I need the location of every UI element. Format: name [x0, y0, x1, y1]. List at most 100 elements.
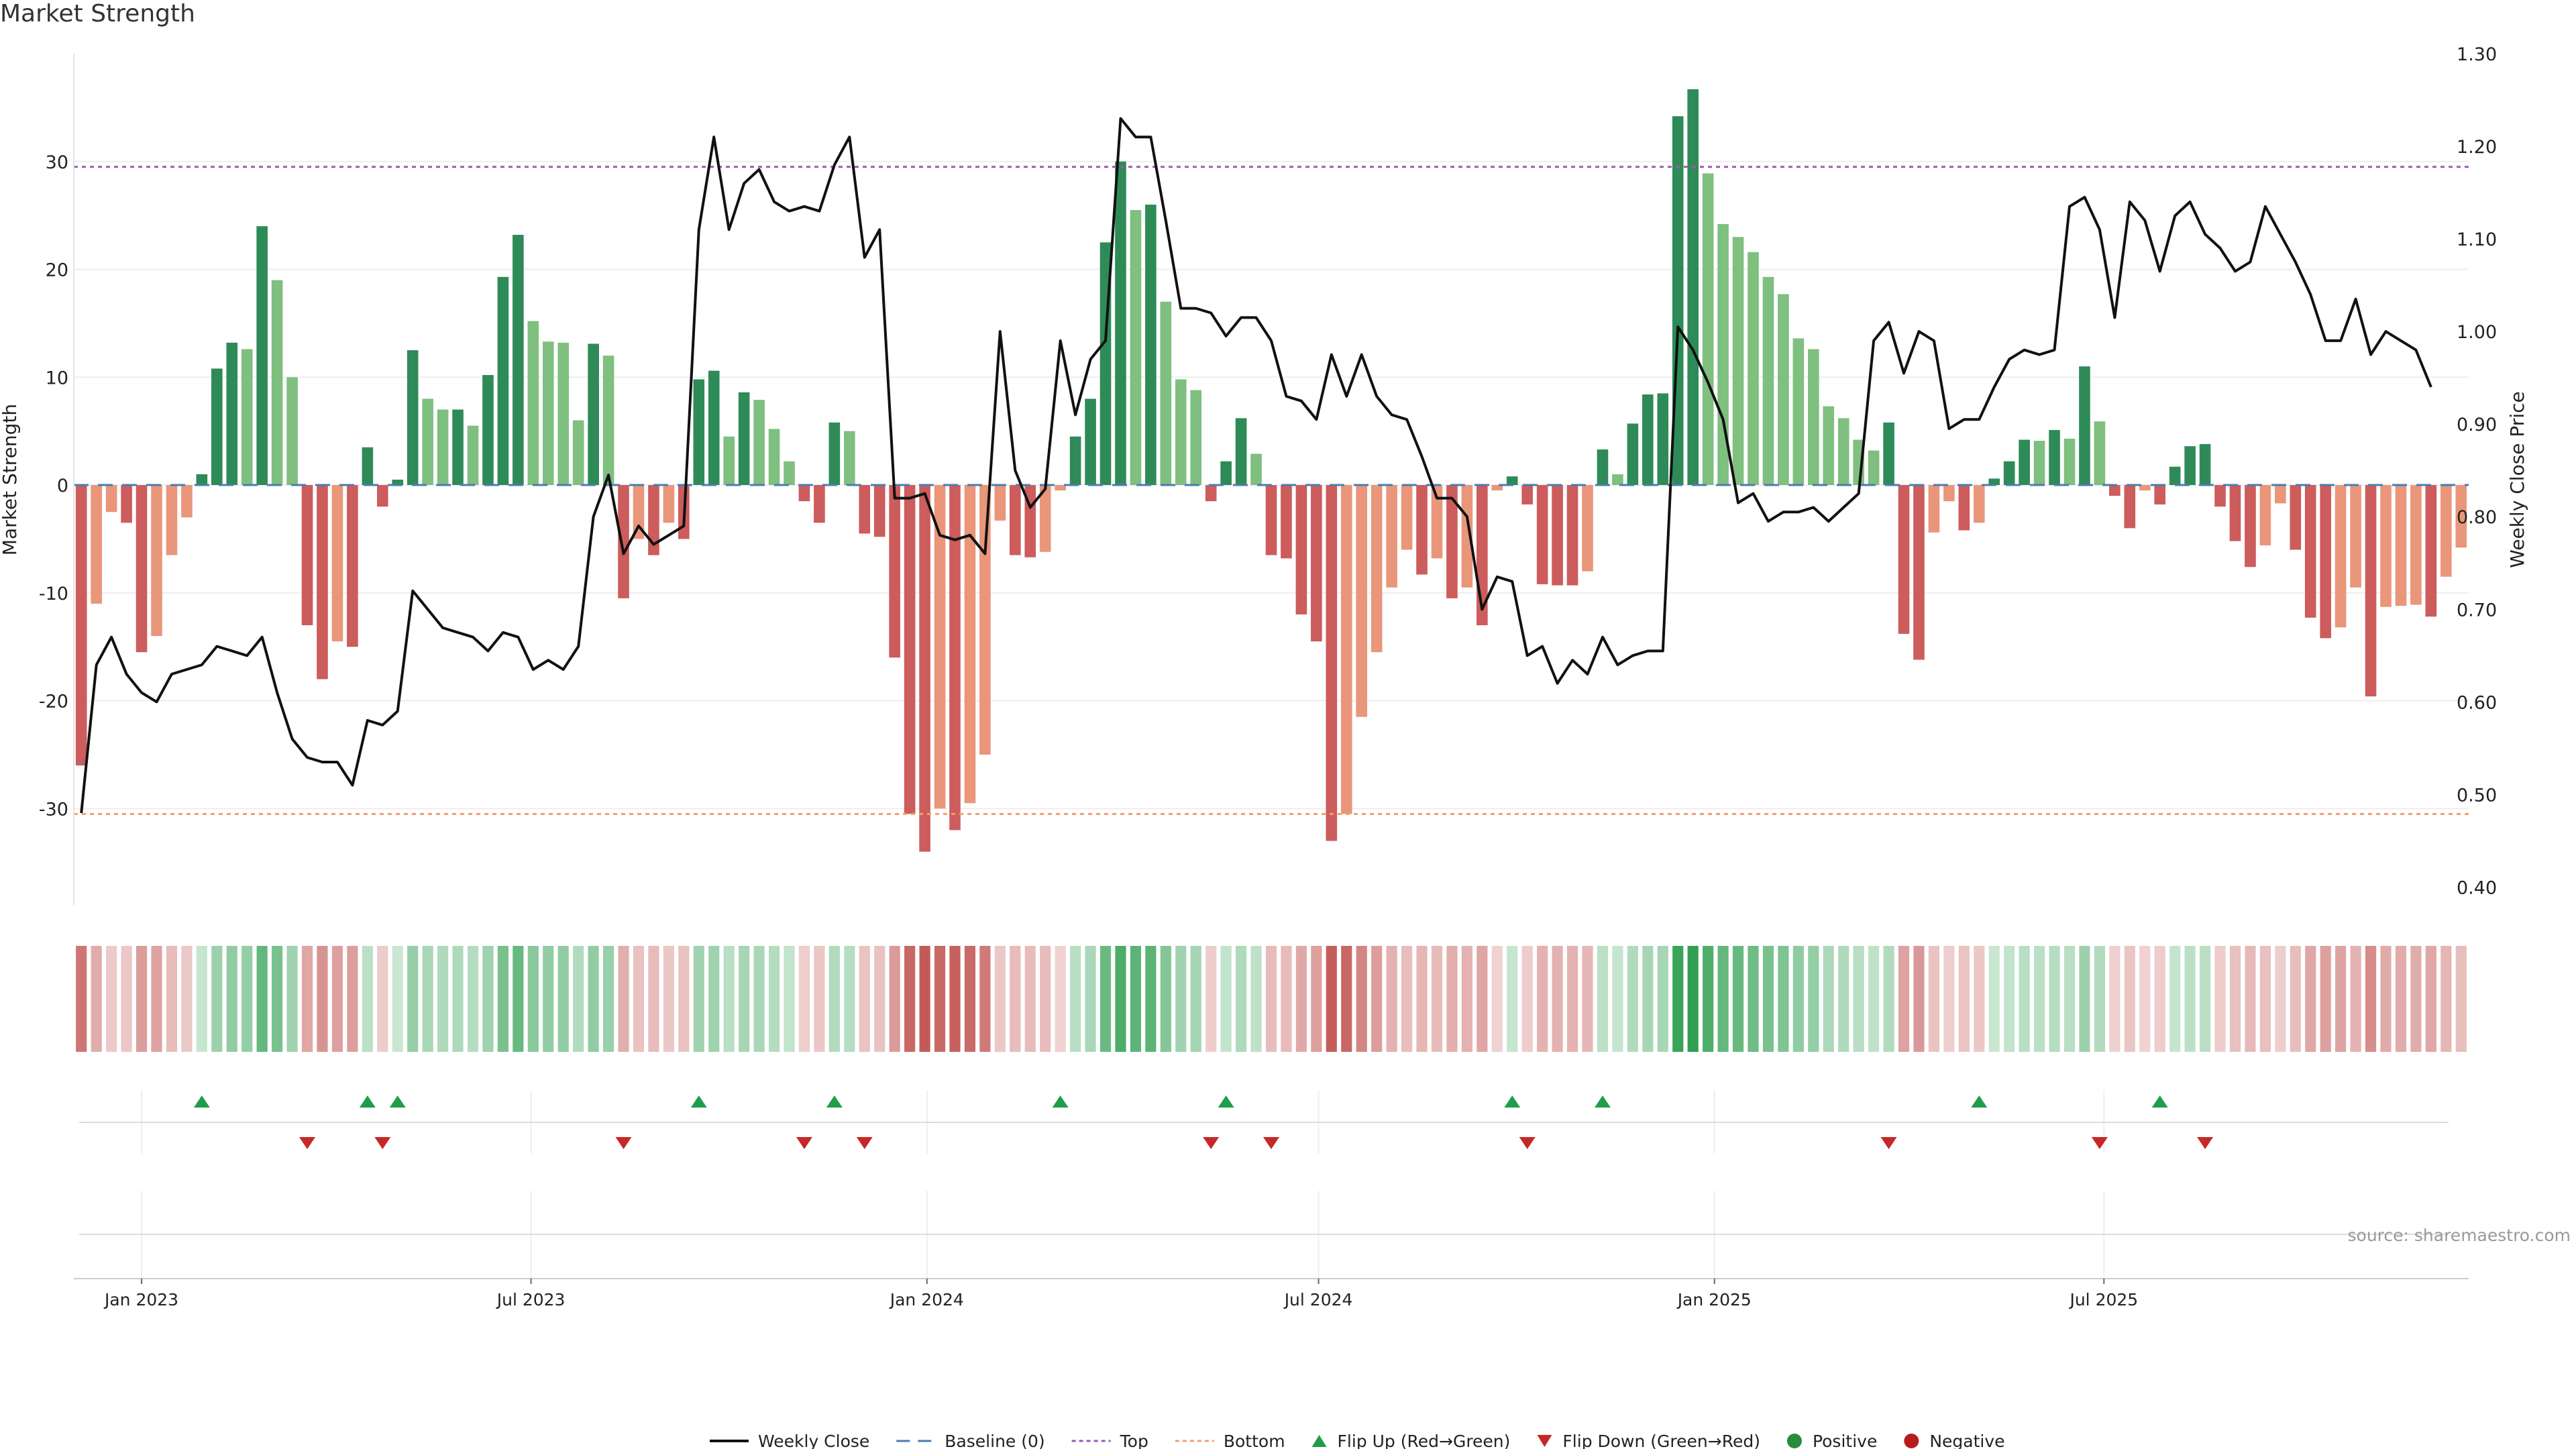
- heat-cell: [784, 946, 795, 1052]
- heat-cell: [588, 946, 599, 1052]
- strength-bar: [994, 485, 1006, 521]
- strength-bar: [331, 485, 343, 642]
- y-tick-label-left: 10: [46, 368, 68, 388]
- heat-cell: [1537, 946, 1548, 1052]
- heat-cell: [181, 946, 193, 1052]
- flip-down-marker: [796, 1137, 812, 1149]
- heat-cell: [739, 946, 750, 1052]
- heat-cell: [1823, 946, 1834, 1052]
- strength-bar: [708, 370, 720, 486]
- heat-cell: [2335, 946, 2347, 1052]
- strength-bar: [1190, 390, 1202, 486]
- strength-bar: [1205, 485, 1217, 502]
- heat-cell: [362, 946, 373, 1052]
- heat-cell: [1070, 946, 1081, 1052]
- heat-cell: [602, 946, 614, 1052]
- strength-bar: [136, 485, 148, 653]
- heat-cell: [211, 946, 223, 1052]
- x-tick-label: Jul 2023: [496, 1290, 566, 1309]
- heat-cell: [2290, 946, 2301, 1052]
- heat-cell: [527, 946, 539, 1052]
- heat-cell: [2275, 946, 2286, 1052]
- heat-cell: [2109, 946, 2121, 1052]
- strength-bar: [2320, 485, 2332, 639]
- y-axis-label-left: Market Strength: [0, 404, 21, 555]
- legend-item: Weekly Close: [710, 1432, 869, 1449]
- strength-bar: [964, 485, 976, 804]
- strength-bar: [738, 392, 750, 486]
- strength-bar: [226, 342, 238, 486]
- strength-bar: [828, 422, 841, 486]
- heat-cell: [166, 946, 178, 1052]
- strength-bar: [2455, 485, 2467, 548]
- heat-cell: [1341, 946, 1352, 1052]
- strength-bar: [1582, 485, 1593, 572]
- heat-cell: [798, 946, 810, 1052]
- strength-bar: [1612, 474, 1623, 486]
- strength-bar: [648, 485, 659, 555]
- strength-bar: [2440, 485, 2452, 577]
- strength-bar: [618, 485, 629, 598]
- heat-cell: [1311, 946, 1322, 1052]
- heat-cell: [2305, 946, 2316, 1052]
- flip-up-marker: [2151, 1095, 2168, 1108]
- heat-cell: [121, 946, 132, 1052]
- legend-item: Flip Down (Green→Red): [1537, 1432, 1760, 1449]
- strength-bar: [527, 321, 539, 486]
- strength-bar: [2425, 485, 2437, 617]
- legend-label: Weekly Close: [758, 1432, 869, 1449]
- heat-cell: [663, 946, 674, 1052]
- heat-cell: [2049, 946, 2060, 1052]
- heat-cell: [1220, 946, 1232, 1052]
- strength-bar: [1491, 485, 1503, 491]
- strength-bar: [1566, 485, 1578, 586]
- strength-bar: [2229, 485, 2241, 541]
- strength-bar: [1928, 485, 1940, 533]
- legend-label: Flip Down (Green→Red): [1562, 1432, 1760, 1449]
- heat-cell: [828, 946, 840, 1052]
- strength-bar: [2063, 438, 2076, 486]
- strength-bar: [1311, 485, 1322, 642]
- strength-bar: [2334, 485, 2347, 628]
- heat-cell: [2229, 946, 2241, 1052]
- heat-cell: [76, 946, 87, 1052]
- heat-cell: [1657, 946, 1668, 1052]
- heat-cell: [934, 946, 946, 1052]
- heat-cell: [2410, 946, 2422, 1052]
- flip-up-marker: [389, 1095, 406, 1108]
- strength-bar: [1792, 338, 1805, 486]
- heat-cell: [1281, 946, 1292, 1052]
- strength-bar: [392, 480, 404, 486]
- strength-bar: [1536, 485, 1548, 584]
- y-tick-label-right: 1.00: [2457, 322, 2497, 343]
- legend-label: Baseline (0): [945, 1432, 1044, 1449]
- y-tick-label-right: 1.20: [2457, 137, 2497, 158]
- strength-bar: [1461, 485, 1473, 588]
- strength-bar: [2245, 485, 2256, 568]
- y-tick-label-right: 0.40: [2457, 877, 2497, 898]
- strength-bar: [151, 485, 162, 637]
- heat-cell: [2425, 946, 2436, 1052]
- heat-cell: [1687, 946, 1699, 1052]
- strength-bar: [407, 350, 419, 486]
- heat-cell: [91, 946, 102, 1052]
- heat-cell: [1898, 946, 1910, 1052]
- heat-cell: [241, 946, 253, 1052]
- strength-bar: [211, 368, 223, 486]
- reference-lines: [74, 166, 2469, 815]
- heat-cell: [1582, 946, 1593, 1052]
- heat-cell: [2063, 946, 2076, 1052]
- heat-cell: [2259, 946, 2271, 1052]
- heat-cell: [1627, 946, 1638, 1052]
- heat-cell: [1055, 946, 1066, 1052]
- heat-cell: [1748, 946, 1759, 1052]
- heat-cell: [1868, 946, 1880, 1052]
- strength-bar: [2395, 485, 2407, 606]
- heat-cell: [2320, 946, 2331, 1052]
- heat-cell: [256, 946, 268, 1052]
- flip-up-marker: [359, 1095, 376, 1108]
- y-tick-label-left: 0: [57, 476, 68, 496]
- x-tick-label: Jul 2024: [1283, 1290, 1353, 1309]
- heat-cell: [1401, 946, 1413, 1052]
